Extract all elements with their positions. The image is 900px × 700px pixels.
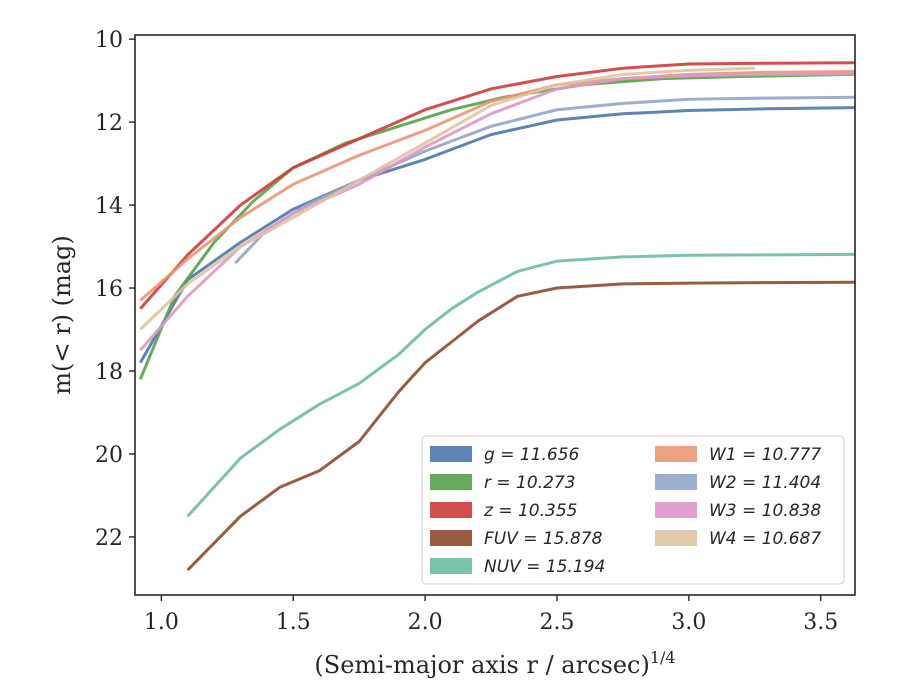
- legend-label: W1 = 10.777: [709, 445, 821, 465]
- legend-label: W4 = 10.687: [709, 529, 821, 549]
- plot-frame: [134, 34, 856, 596]
- y-tick-label: 18: [95, 360, 123, 385]
- y-tick-label: 12: [95, 111, 123, 136]
- series-line-8: [139, 66, 755, 331]
- legend-label: W2 = 11.404: [709, 473, 821, 493]
- series-layer: [138, 61, 855, 572]
- legend-label: z = 10.355: [483, 501, 577, 521]
- x-tick-label: 3.5: [803, 610, 838, 635]
- y-axis: 10 12 14 16 18 20 22: [95, 28, 135, 551]
- legend-swatch: [430, 502, 472, 518]
- x-axis-label-main: (Semi-major axis r / arcsec): [314, 651, 649, 679]
- y-tick-label: 14: [95, 194, 123, 219]
- legend-label: NUV = 15.194: [484, 557, 605, 577]
- y-tick-label: 22: [95, 526, 123, 551]
- legend-swatch: [430, 530, 472, 546]
- legend-label: W3 = 10.838: [709, 501, 821, 521]
- legend-swatch: [430, 446, 472, 462]
- series-line-3: [186, 280, 855, 572]
- y-tick-label: 16: [95, 277, 123, 302]
- x-tick-label: 2.0: [408, 610, 443, 635]
- x-axis-label: (Semi-major axis r / arcsec)1/4: [314, 648, 675, 679]
- x-axis: 1.0 1.5 2.0 2.5 3.0 3.5: [144, 595, 838, 635]
- legend-swatch: [430, 558, 472, 574]
- legend-box: [421, 435, 845, 585]
- y-axis-label: m(< r) (mag): [48, 235, 76, 394]
- x-tick-label: 1.0: [144, 610, 179, 635]
- series-line-1: [138, 72, 855, 380]
- y-tick-label: 10: [95, 28, 123, 53]
- legend-label: FUV = 15.878: [484, 529, 603, 549]
- legend-label: r = 10.273: [484, 473, 576, 493]
- x-tick-label: 1.5: [276, 610, 311, 635]
- legend-swatch: [655, 446, 697, 462]
- series-line-2: [139, 61, 855, 310]
- series-line-0: [138, 106, 855, 364]
- legend-swatch: [655, 474, 697, 490]
- legend-swatch: [430, 474, 472, 490]
- x-tick-label: 2.5: [539, 610, 574, 635]
- legend-swatch: [655, 502, 697, 518]
- legend-label: g = 11.656: [484, 445, 580, 465]
- series-line-4: [186, 252, 855, 518]
- x-axis-label-exponent: 1/4: [650, 648, 676, 667]
- series-line-7: [139, 72, 855, 352]
- legend: g = 11.656 r = 10.273 z = 10.355 FUV = 15.8…: [421, 435, 845, 585]
- x-tick-label: 3.0: [671, 610, 706, 635]
- y-tick-label: 20: [95, 443, 123, 468]
- legend-swatch: [655, 530, 697, 546]
